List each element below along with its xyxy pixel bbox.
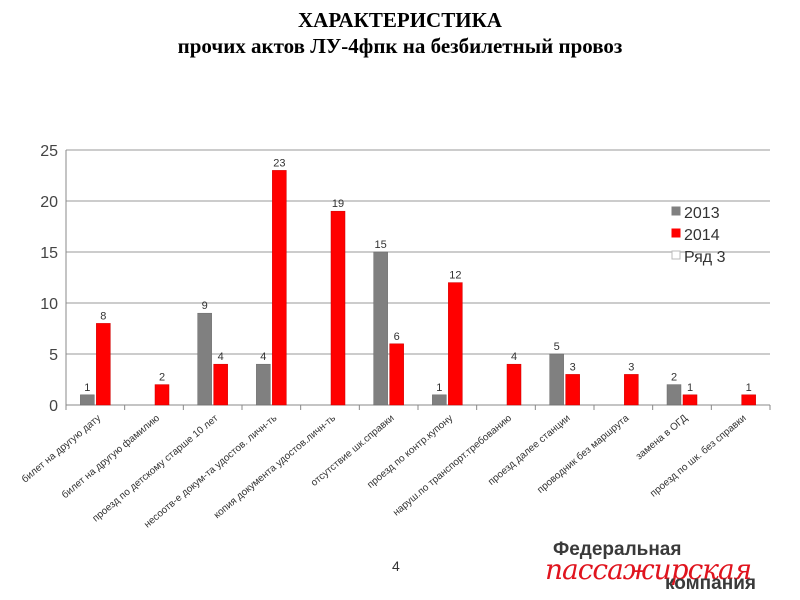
bar-2014 bbox=[682, 394, 698, 406]
legend-label: 2014 bbox=[684, 227, 720, 244]
legend-label: 2013 bbox=[684, 205, 720, 222]
y-tick-label: 0 bbox=[49, 398, 58, 415]
data-label-2014: 2 bbox=[159, 372, 165, 384]
bar-2014 bbox=[154, 384, 170, 406]
bar-2014 bbox=[389, 343, 404, 406]
bar-2013 bbox=[197, 312, 212, 406]
data-label-2013: 9 bbox=[202, 300, 208, 312]
data-label-2014: 6 bbox=[394, 331, 400, 343]
data-label-2013: 1 bbox=[436, 382, 442, 394]
data-label-2014: 12 bbox=[449, 270, 461, 282]
data-label-2014: 1 bbox=[687, 382, 693, 394]
data-label-2013: 2 bbox=[671, 372, 677, 384]
bar-2014 bbox=[565, 374, 580, 406]
bar-2013 bbox=[549, 353, 564, 406]
x-tick-label: билет на другую фамилию bbox=[59, 412, 162, 501]
data-label-2014: 1 bbox=[746, 382, 752, 394]
bar-2014 bbox=[506, 363, 522, 406]
bar-2014 bbox=[96, 323, 111, 406]
y-tick-label: 15 bbox=[40, 245, 58, 262]
y-tick-label: 10 bbox=[40, 296, 58, 313]
x-tick-label: проводник без маршрута bbox=[535, 412, 632, 496]
bar-2013 bbox=[373, 251, 388, 406]
y-tick-label: 25 bbox=[40, 143, 58, 160]
x-tick-label: проезд по детскому старше 10 лет bbox=[91, 413, 221, 525]
chart-title: ХАРАКТЕРИСТИКА прочих актов ЛУ-4фпк на б… bbox=[0, 8, 800, 60]
bar-2013 bbox=[666, 384, 682, 406]
bar-2014 bbox=[330, 210, 346, 406]
bar-2014 bbox=[213, 363, 228, 406]
data-label-2014: 8 bbox=[100, 310, 106, 322]
company-logo: Федеральная пассажирская компания bbox=[545, 535, 795, 597]
data-label-2013: 4 bbox=[260, 351, 266, 363]
legend-swatch bbox=[671, 228, 681, 238]
page-number: 4 bbox=[392, 558, 400, 574]
data-label-2014: 4 bbox=[218, 351, 224, 363]
bar-2014 bbox=[448, 282, 463, 406]
bar-2014 bbox=[741, 394, 756, 406]
legend-swatch bbox=[671, 206, 681, 216]
data-label-2014: 3 bbox=[570, 361, 576, 373]
logo-script: пассажирская bbox=[545, 553, 752, 586]
x-tick-label: замена в ОГД bbox=[634, 413, 690, 463]
data-label-2013: 15 bbox=[375, 239, 387, 251]
title-line-2: прочих актов ЛУ-4фпк на безбилетный пров… bbox=[177, 34, 623, 58]
legend-label: Ряд 3 bbox=[684, 249, 726, 266]
legend-swatch bbox=[671, 250, 681, 260]
bar-2014 bbox=[272, 170, 287, 406]
bar-2013 bbox=[432, 394, 447, 406]
data-label-2013: 1 bbox=[84, 382, 90, 394]
y-tick-label: 5 bbox=[49, 347, 58, 364]
data-label-2014: 4 bbox=[511, 351, 517, 363]
y-tick-label: 20 bbox=[40, 194, 58, 211]
data-label-2014: 19 bbox=[332, 198, 344, 210]
x-tick-label: проезд по шк. без справки bbox=[648, 412, 749, 499]
logo-line-2: компания bbox=[665, 573, 756, 594]
bar-2014 bbox=[624, 374, 639, 406]
bar-2013 bbox=[256, 363, 271, 406]
x-tick-label: наруш.по транспорт.требованию bbox=[390, 412, 514, 519]
data-label-2013: 5 bbox=[554, 341, 560, 353]
data-label-2014: 23 bbox=[273, 157, 285, 169]
title-line-1: ХАРАКТЕРИСТИКА bbox=[298, 8, 502, 32]
data-label-2014: 3 bbox=[628, 361, 634, 373]
x-tick-label: копия документа удостов.личн-ть bbox=[212, 413, 338, 521]
logo-line-1: Федеральная bbox=[553, 539, 682, 560]
bar-2013 bbox=[80, 394, 95, 406]
